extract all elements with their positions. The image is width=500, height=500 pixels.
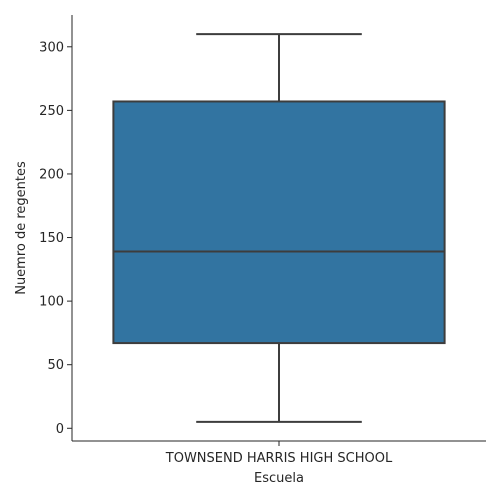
- y-tick-label: 250: [39, 104, 64, 119]
- y-tick-label: 0: [56, 422, 64, 437]
- x-axis-ticks: TOWNSEND HARRIS HIGH SCHOOL: [165, 441, 393, 466]
- y-tick-label: 50: [47, 358, 64, 373]
- y-tick-label: 100: [39, 295, 64, 310]
- y-axis-ticks: 0 50 100 150 200 250 300: [39, 40, 72, 437]
- y-axis-title: Nuemro de regentes: [14, 161, 29, 295]
- y-tick-label: 150: [39, 231, 64, 246]
- box-plot-series: [112, 33, 446, 423]
- y-tick-label: 200: [39, 167, 64, 182]
- y-tick-label: 300: [39, 40, 64, 55]
- x-axis-title: Escuela: [254, 471, 304, 486]
- interquartile-box: [112, 100, 446, 345]
- x-tick-label: TOWNSEND HARRIS HIGH SCHOOL: [165, 451, 393, 466]
